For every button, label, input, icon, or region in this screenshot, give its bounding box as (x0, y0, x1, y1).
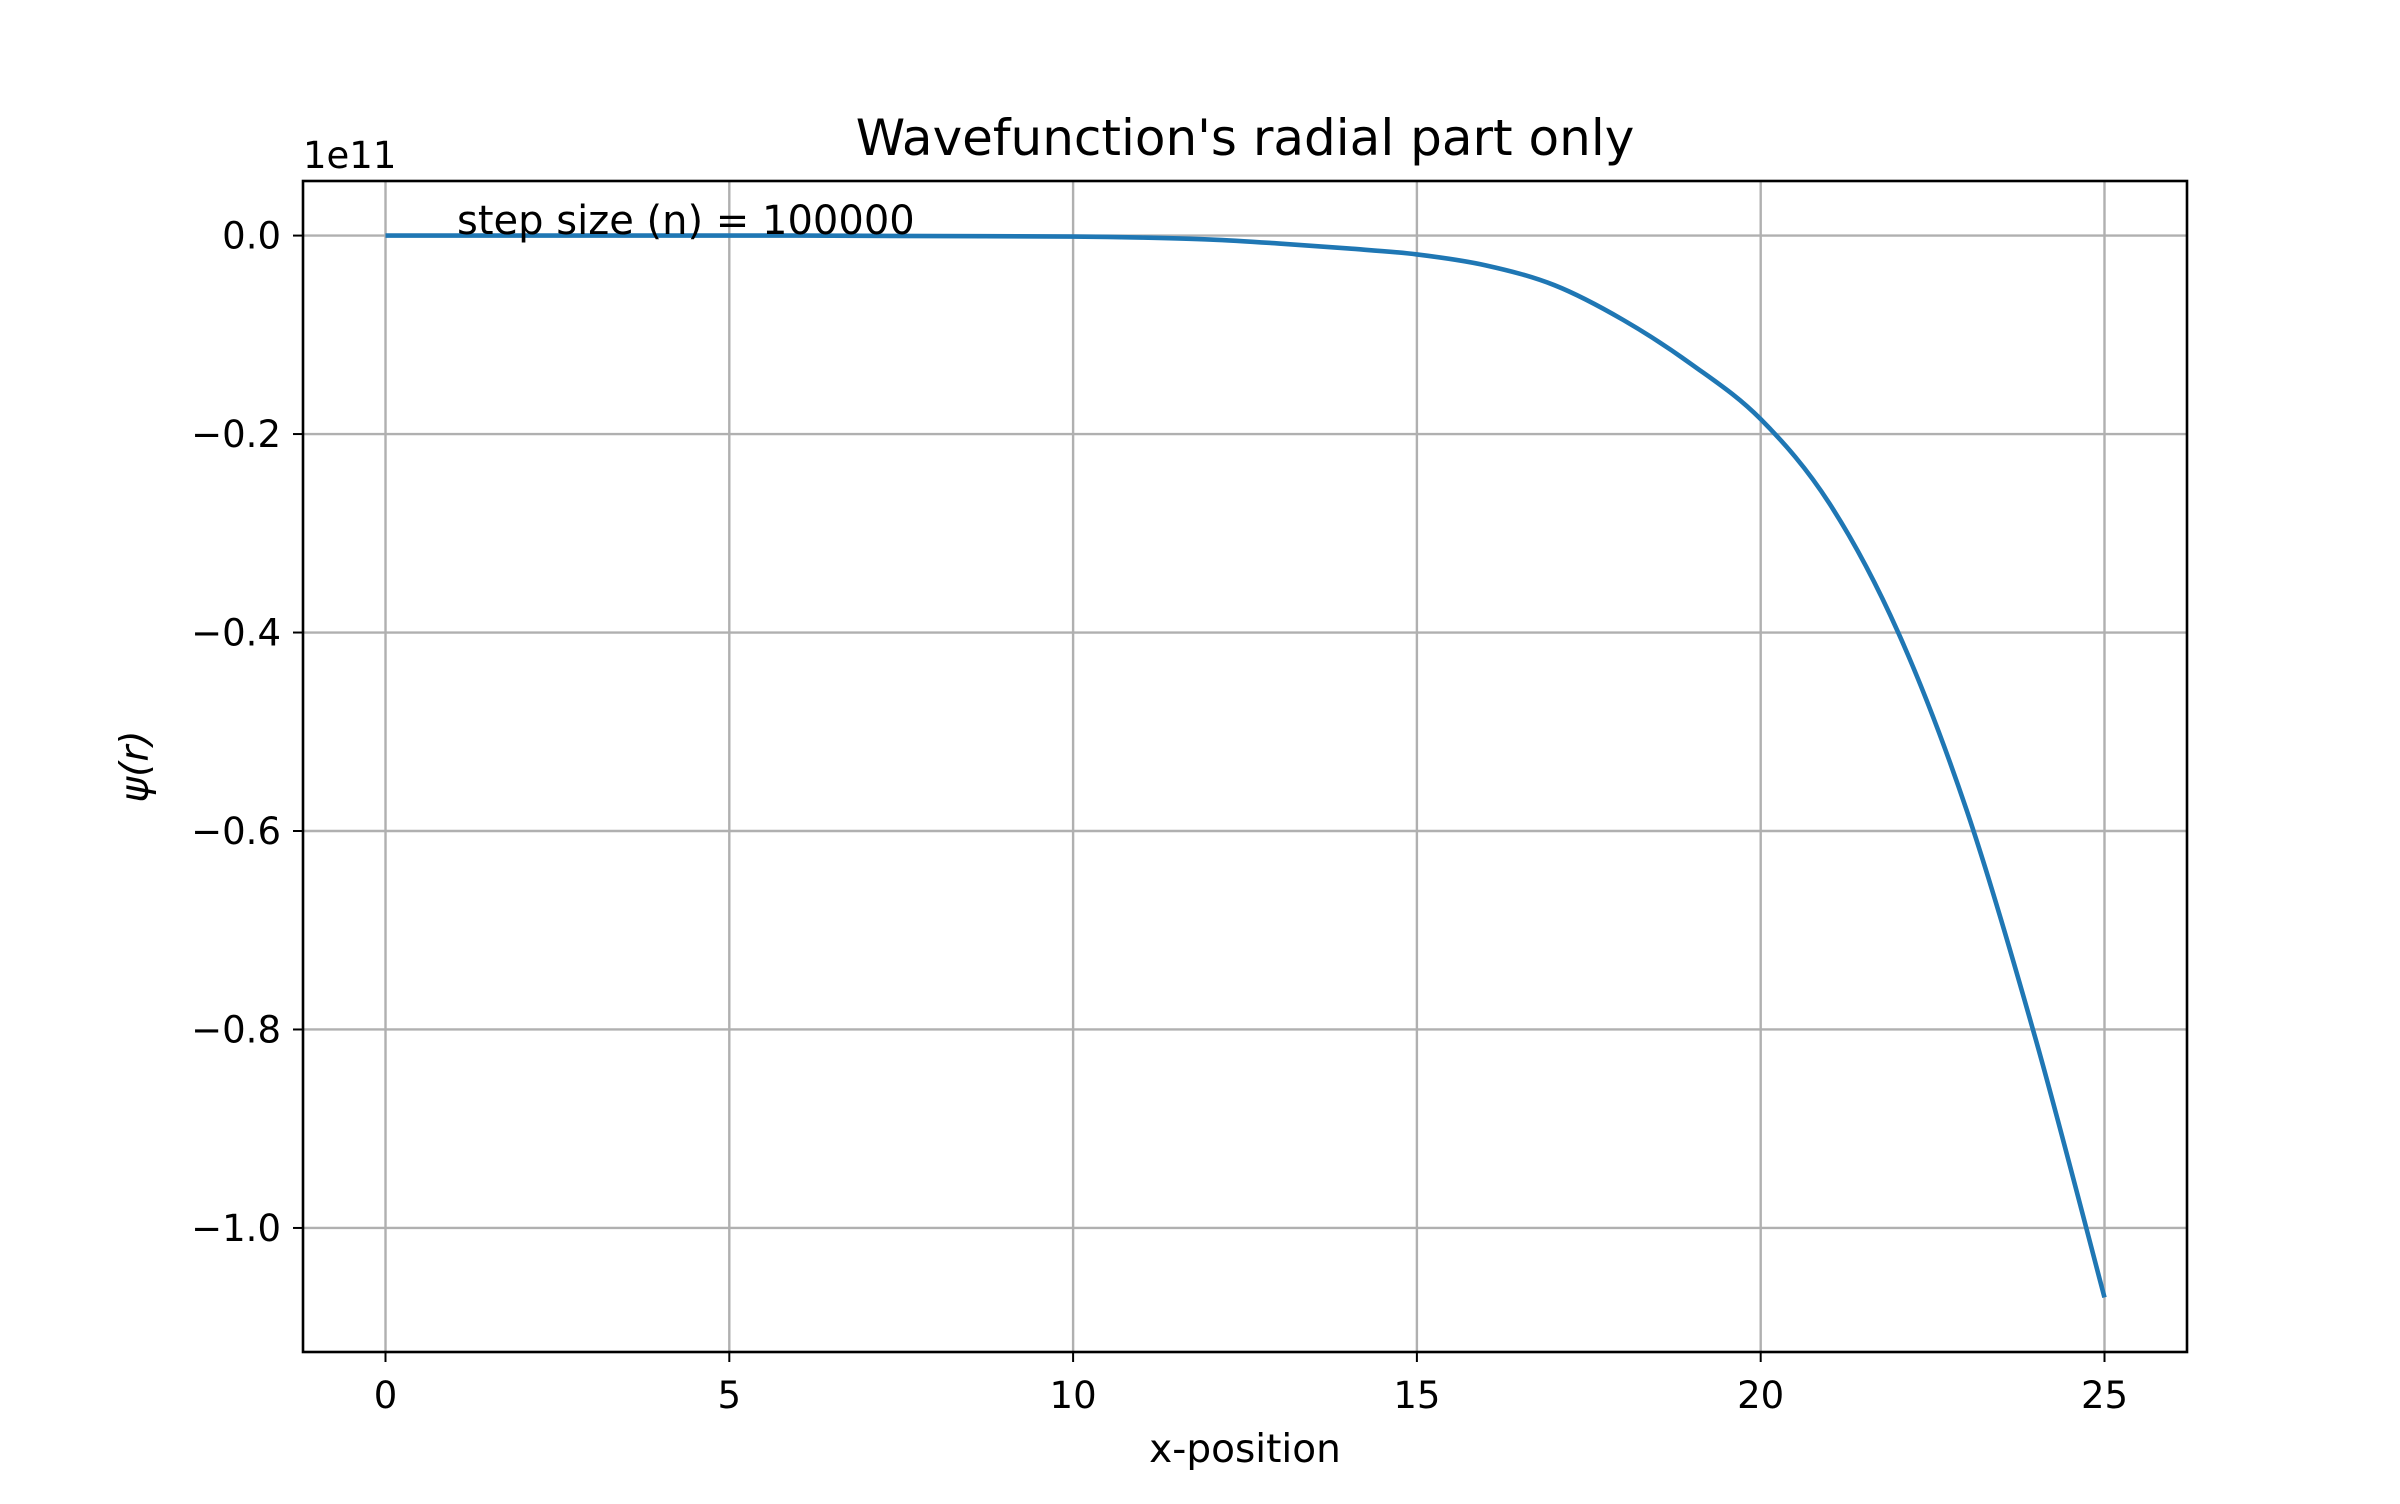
y-offset-label: 1e11 (303, 134, 396, 177)
series-line (385, 233, 2107, 1299)
x-tick-label: 5 (718, 1374, 742, 1417)
chart-title: Wavefunction's radial part only (856, 109, 1635, 167)
y-tick-label: −0.2 (191, 413, 281, 456)
y-tick-label: −0.8 (191, 1008, 281, 1051)
plot-frame (301, 179, 2189, 1354)
y-tick-label: 0.0 (222, 215, 281, 258)
grid-layer (303, 181, 2187, 1352)
x-tick-label: 15 (1393, 1374, 1440, 1417)
step-annotation: step size (n) = 100000 (457, 198, 915, 244)
x-tick-label: 10 (1050, 1374, 1097, 1417)
series-layer (385, 233, 2107, 1299)
x-tick-label: 25 (2081, 1374, 2128, 1417)
x-axis-title: x-position (1149, 1427, 1341, 1472)
y-tick-label: −1.0 (191, 1207, 281, 1250)
y-tick-label: −0.6 (191, 810, 281, 853)
y-axis-title: ψ(r) (113, 730, 158, 802)
ticks-layer: 0 5 10 15 20 25 0.0 −0.2 −0.4 −0.6 −0.8 −1.0 (191, 215, 2128, 1417)
y-tick-label: −0.4 (191, 612, 281, 655)
x-tick-label: 20 (1737, 1374, 1784, 1417)
x-tick-label: 0 (374, 1374, 398, 1417)
